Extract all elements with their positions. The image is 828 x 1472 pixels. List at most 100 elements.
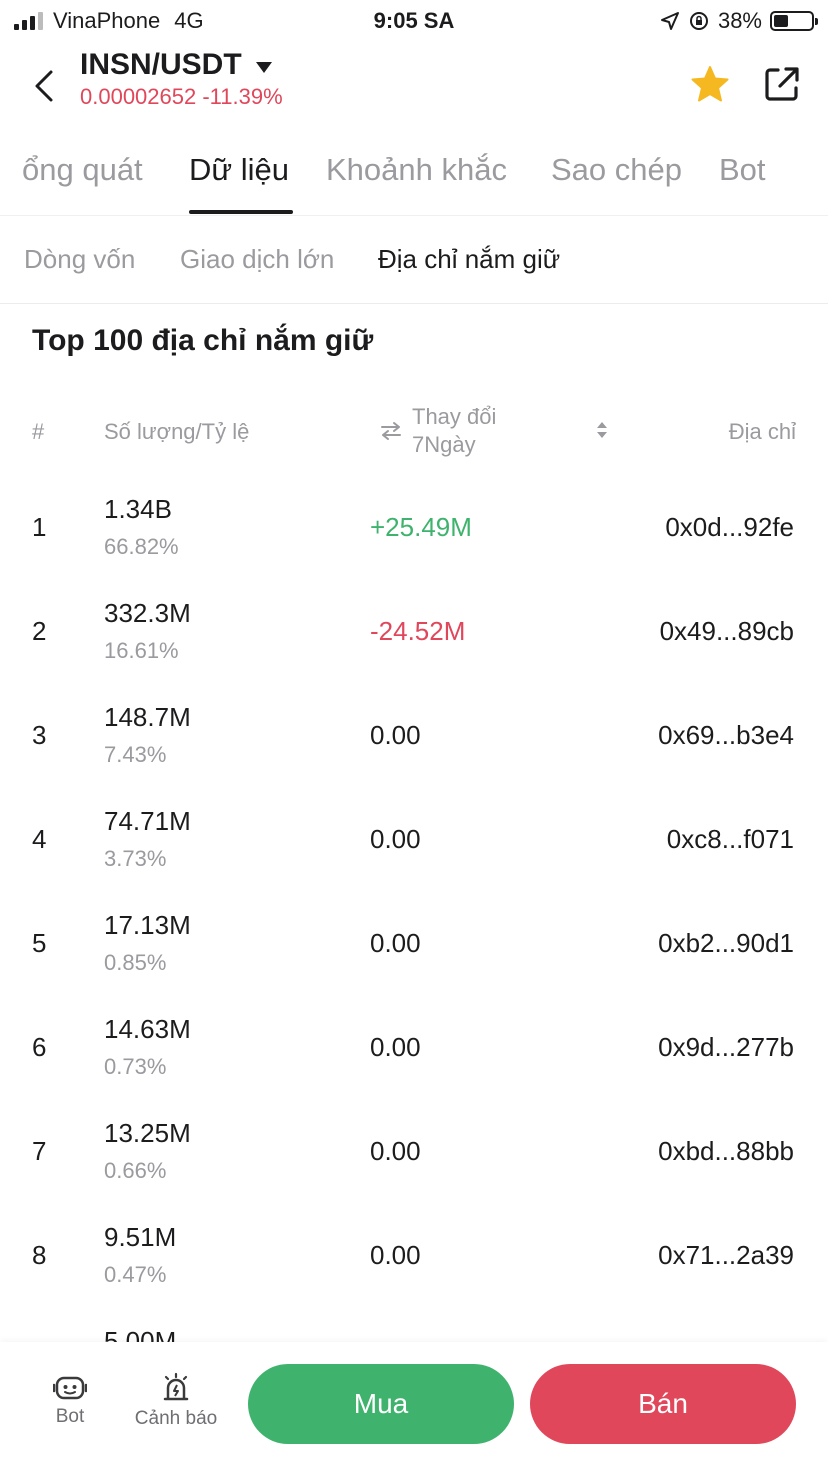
robot-icon — [53, 1376, 87, 1400]
column-header-change[interactable]: Thay đổi 7Ngày — [380, 403, 496, 459]
quantity-cell: 9.51M — [104, 1222, 177, 1252]
buy-button[interactable]: Mua — [248, 1364, 514, 1444]
sort-icon[interactable] — [596, 420, 608, 440]
rank-cell: 6 — [32, 1032, 47, 1062]
quantity-cell: 13.25M — [104, 1118, 191, 1148]
sub-tabs: Dòng vốn Giao dịch lớn Địa chỉ nắm giữ — [0, 216, 828, 304]
alert-shortcut[interactable]: Cảnh báo — [126, 1372, 226, 1430]
address-cell[interactable]: 0x69...b3e4 — [658, 720, 794, 750]
pair-name: INSN/USDT — [80, 48, 242, 81]
quantity-cell: 74.71M — [104, 806, 191, 836]
network-type: 4G — [174, 8, 204, 33]
tab-data[interactable]: Dữ liệu — [189, 152, 290, 187]
caret-down-icon — [255, 61, 272, 73]
holder-list: 1 1.34B 66.82% +25.49M 0x0d...92fe 2 332.3M 16.… — [0, 474, 828, 1410]
change-7d-cell: 0.00 — [370, 1136, 421, 1166]
carrier-name: VinaPhone — [53, 8, 161, 33]
table-row[interactable]: 4 74.71M 3.73% 0.00 0xc8...f071 — [0, 786, 828, 890]
back-button[interactable] — [24, 64, 64, 108]
change-7d-cell: 0.00 — [370, 1032, 421, 1062]
sell-button[interactable]: Bán — [530, 1364, 796, 1444]
quantity-cell: 17.13M — [104, 910, 191, 940]
pair-header: INSN/USDT 0.00002652 -11.39% — [0, 44, 828, 128]
rank-cell: 7 — [32, 1136, 47, 1166]
column-header-rank: # — [32, 419, 45, 444]
favorite-button[interactable] — [690, 64, 734, 108]
change-7d-cell: -24.52M — [370, 616, 466, 646]
share-percent-cell: 0.85% — [104, 950, 167, 975]
location-icon — [660, 12, 679, 30]
battery-level — [774, 15, 788, 27]
subtab-capital-flow[interactable]: Dòng vốn — [24, 244, 136, 274]
rank-cell: 5 — [32, 928, 47, 958]
clock: 9:05 SA — [373, 8, 455, 33]
address-cell[interactable]: 0xb2...90d1 — [658, 928, 794, 958]
table-row[interactable]: 6 14.63M 0.73% 0.00 0x9d...277b — [0, 994, 828, 1098]
star-icon — [691, 66, 729, 102]
share-percent-cell: 0.47% — [104, 1262, 167, 1287]
table-row[interactable]: 1 1.34B 66.82% +25.49M 0x0d...92fe — [0, 474, 828, 578]
chevron-left-icon — [35, 70, 53, 102]
share-percent-cell: 16.61% — [104, 638, 179, 663]
share-percent-cell: 0.66% — [104, 1158, 167, 1183]
battery-percent: 38% — [717, 8, 762, 33]
rank-cell: 8 — [32, 1240, 47, 1270]
address-cell[interactable]: 0xbd...88bb — [658, 1136, 794, 1166]
quantity-cell: 14.63M — [104, 1014, 191, 1044]
change-header-line2: 7Ngày — [412, 432, 476, 457]
share-percent-cell: 0.73% — [104, 1054, 167, 1079]
bot-shortcut[interactable]: Bot — [46, 1372, 94, 1428]
status-bar: VinaPhone 4G 9:05 SA 38% — [0, 0, 828, 44]
address-cell[interactable]: 0x71...2a39 — [658, 1240, 794, 1270]
change-7d-cell: 0.00 — [370, 1240, 421, 1270]
alarm-icon — [163, 1372, 189, 1401]
last-price: 0.00002652 — [80, 84, 197, 109]
main-tabs: ổng quát Dữ liệu Khoảnh khắc Sao chép Bo… — [0, 138, 828, 216]
rank-cell: 1 — [32, 512, 47, 542]
table-row[interactable]: 3 148.7M 7.43% 0.00 0x69...b3e4 — [0, 682, 828, 786]
tab-bot[interactable]: Bot — [719, 152, 766, 187]
tab-moments[interactable]: Khoảnh khắc — [326, 152, 507, 187]
tab-overview[interactable]: ổng quát — [22, 152, 143, 187]
quantity-cell: 1.34B — [104, 494, 172, 524]
battery-icon — [770, 11, 818, 31]
address-cell[interactable]: 0x0d...92fe — [665, 512, 794, 542]
active-tab-indicator — [189, 210, 293, 214]
address-cell[interactable]: 0xc8...f071 — [666, 824, 794, 854]
change-header-line1: Thay đổi — [412, 404, 497, 429]
table-row[interactable]: 7 13.25M 0.66% 0.00 0xbd...88bb — [0, 1098, 828, 1202]
alert-label: Cảnh báo — [134, 1408, 218, 1429]
rank-cell: 2 — [32, 616, 47, 646]
address-cell[interactable]: 0x9d...277b — [658, 1032, 794, 1062]
address-cell[interactable]: 0x49...89cb — [659, 616, 794, 646]
tab-copy[interactable]: Sao chép — [551, 152, 682, 187]
share-percent-cell: 3.73% — [104, 846, 167, 871]
price-change: -11.39% — [202, 84, 283, 109]
table-row[interactable]: 5 17.13M 0.85% 0.00 0xb2...90d1 — [0, 890, 828, 994]
bot-label: Bot — [55, 1406, 85, 1427]
share-icon — [765, 67, 799, 101]
change-7d-cell: 0.00 — [370, 720, 421, 750]
change-header-text: Thay đổi 7Ngày — [412, 403, 496, 459]
column-header-quantity: Số lượng/Tỷ lệ — [104, 419, 250, 444]
table-row[interactable]: 2 332.3M 16.61% -24.52M 0x49...89cb — [0, 578, 828, 682]
change-7d-cell: +25.49M — [370, 512, 472, 542]
status-left: VinaPhone 4G — [14, 8, 204, 34]
share-button[interactable] — [762, 64, 806, 108]
status-right: 38% — [660, 8, 818, 34]
quantity-cell: 332.3M — [104, 598, 191, 628]
change-7d-cell: 0.00 — [370, 824, 421, 854]
share-percent-cell: 66.82% — [104, 534, 179, 559]
share-percent-cell: 7.43% — [104, 742, 167, 767]
change-7d-cell: 0.00 — [370, 928, 421, 958]
rank-cell: 3 — [32, 720, 47, 750]
signal-icon — [14, 12, 43, 30]
subtab-large-trades[interactable]: Giao dịch lớn — [180, 244, 335, 274]
table-row[interactable]: 8 9.51M 0.47% 0.00 0x71...2a39 — [0, 1202, 828, 1306]
subtab-holder-addresses[interactable]: Địa chỉ nắm giữ — [378, 244, 561, 274]
pair-price: 0.00002652 -11.39% — [80, 84, 283, 110]
rank-cell: 4 — [32, 824, 47, 854]
section-title: Top 100 địa chỉ nắm giữ — [32, 324, 374, 357]
column-header-address: Địa chỉ — [728, 419, 796, 444]
pair-selector[interactable]: INSN/USDT — [80, 48, 272, 82]
